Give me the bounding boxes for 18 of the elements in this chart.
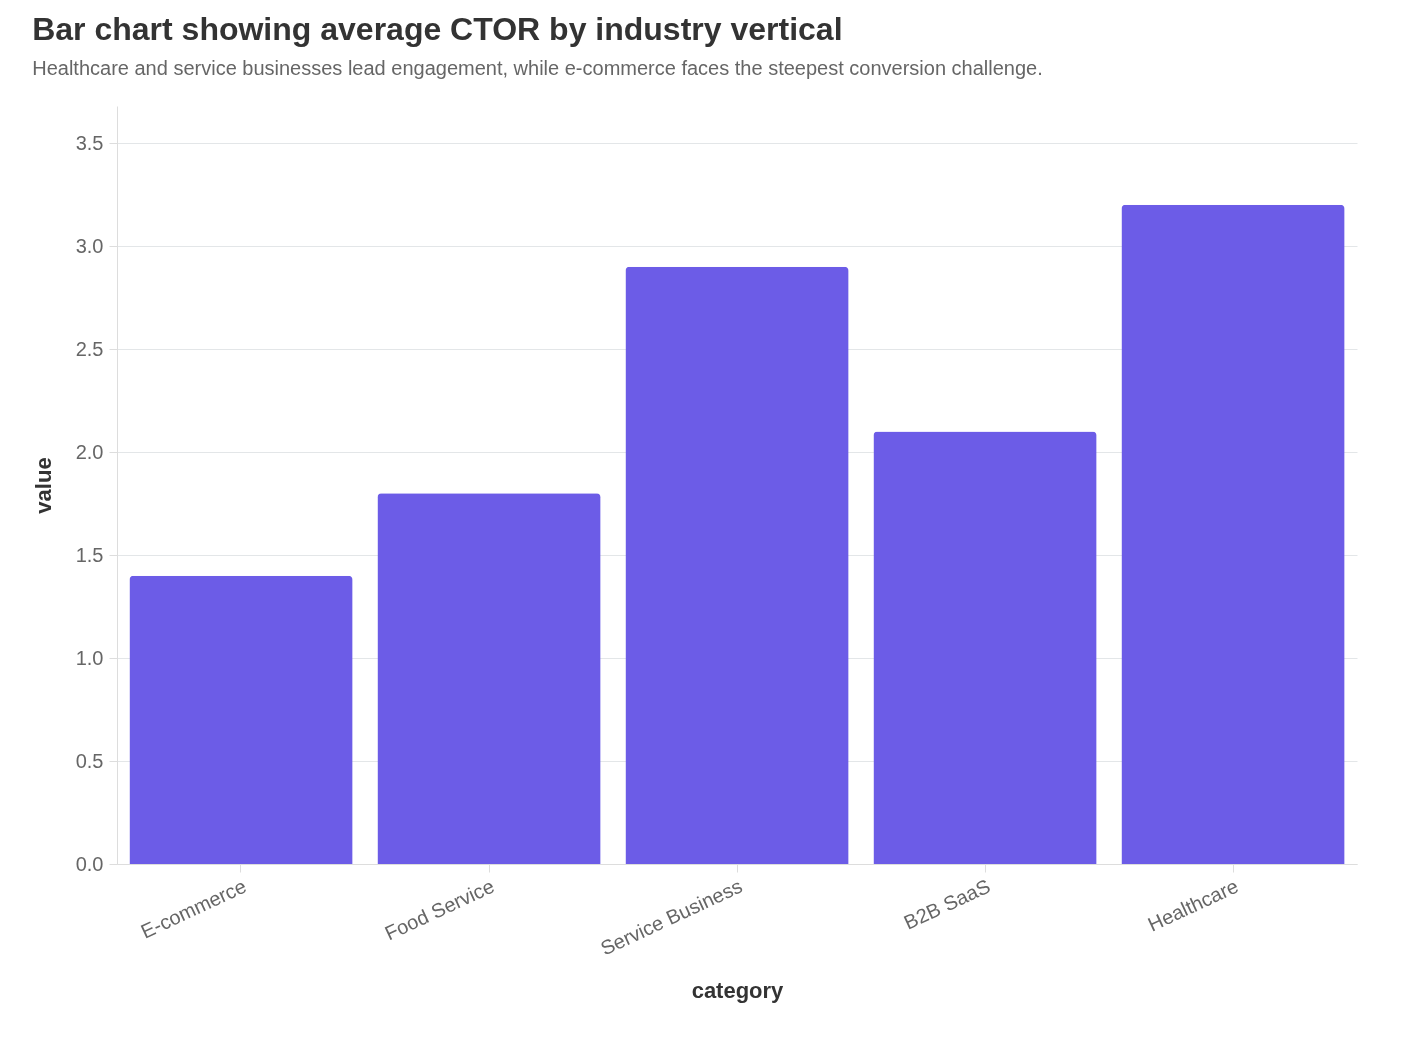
y-tick-label: 2.0 xyxy=(75,440,104,463)
bar xyxy=(377,493,601,864)
y-axis-title: value xyxy=(30,457,56,514)
bar xyxy=(873,431,1097,864)
y-tick-label: 0.0 xyxy=(75,852,104,875)
bar xyxy=(625,266,849,864)
y-tick-label: 0.5 xyxy=(75,749,104,772)
y-tick-label: 2.5 xyxy=(75,337,104,360)
y-tick-label: 3.0 xyxy=(75,234,104,257)
chart-subtitle: Healthcare and service businesses lead engagement, while e-commerce faces the steepest conversion challenge. xyxy=(32,57,1043,79)
x-axis-title: category xyxy=(691,978,785,1004)
y-tick-label: 3.5 xyxy=(75,131,104,154)
chart-title: Bar chart showing average CTOR by industry vertical xyxy=(32,11,843,47)
x-tick-label: B2B SaaS xyxy=(900,874,994,934)
bar xyxy=(129,575,353,864)
y-tick-label: 1.5 xyxy=(75,543,104,566)
bar xyxy=(1121,204,1345,864)
y-tick-label: 1.0 xyxy=(75,646,104,669)
